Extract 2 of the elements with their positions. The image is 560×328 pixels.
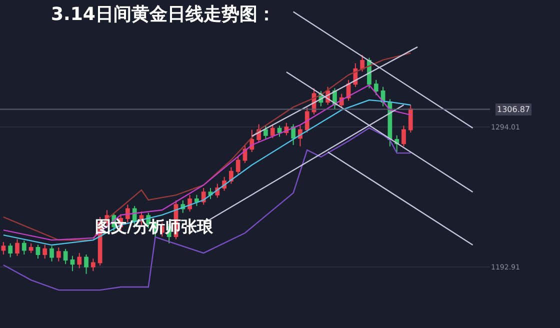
chart-title: 3.14日间黄金日线走势图： <box>51 4 276 25</box>
ref-line-label: 1306.87 <box>497 105 530 114</box>
